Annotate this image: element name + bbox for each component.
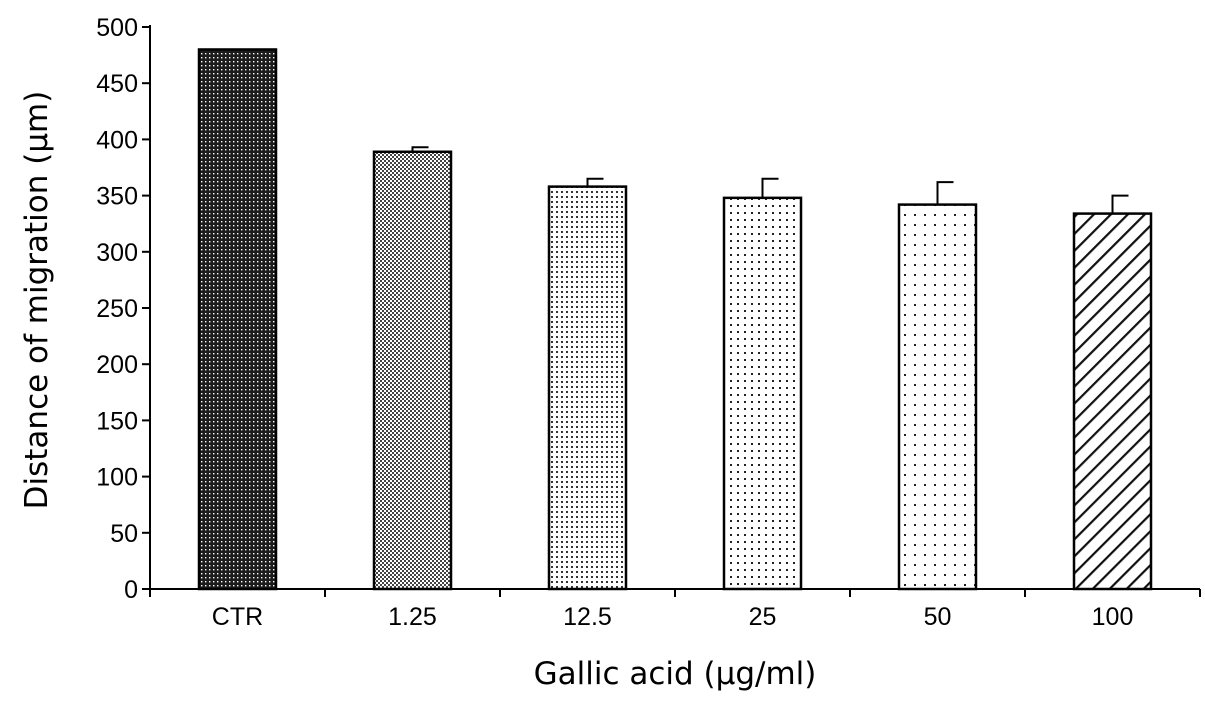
y-tick-label: 100 xyxy=(96,464,138,492)
x-tick-label: 12.5 xyxy=(563,603,612,631)
y-tick-label: 450 xyxy=(96,70,138,98)
bar-100 xyxy=(1072,212,1153,591)
bar-12.5 xyxy=(547,185,628,591)
x-tick-label: 50 xyxy=(924,603,952,631)
y-tick-label: 150 xyxy=(96,407,138,435)
x-tick-label: CTR xyxy=(212,603,263,631)
y-tick-label: 250 xyxy=(96,295,138,323)
y-tick-label: 300 xyxy=(96,239,138,267)
y-tick-label: 50 xyxy=(110,520,138,548)
bar-25 xyxy=(722,196,803,591)
y-tick-label: 500 xyxy=(96,14,138,42)
bar-1.25 xyxy=(372,150,453,591)
bars xyxy=(197,48,1153,591)
x-tick-label: 100 xyxy=(1092,603,1134,631)
y-tick-label: 400 xyxy=(96,126,138,154)
y-tick-label: 0 xyxy=(124,576,138,604)
y-tick-label: 200 xyxy=(96,351,138,379)
x-axis-title: Gallic acid (µg/ml) xyxy=(534,656,817,692)
x-tick-label: 25 xyxy=(749,603,777,631)
y-tick-label: 350 xyxy=(96,183,138,211)
axes xyxy=(142,25,1201,597)
bar-CTR xyxy=(197,48,278,591)
x-tick-label: 1.25 xyxy=(388,603,437,631)
axis-labels: 0 50 100 150 200 250 300 350 400 450 500 CTR 1.25 12.… xyxy=(96,14,1133,631)
y-axis-title: Distance of migration (µm) xyxy=(19,91,55,510)
bar-50 xyxy=(897,203,978,591)
